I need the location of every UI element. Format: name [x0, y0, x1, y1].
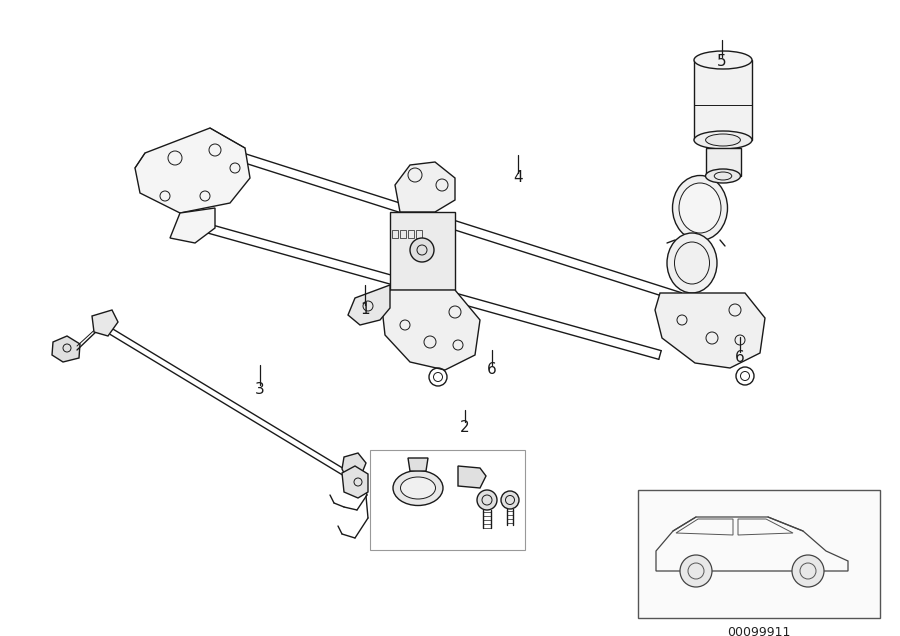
Text: 6: 6: [487, 363, 497, 378]
Circle shape: [410, 238, 434, 262]
Polygon shape: [92, 310, 118, 336]
Ellipse shape: [672, 176, 727, 240]
Ellipse shape: [667, 233, 717, 293]
Circle shape: [477, 490, 497, 510]
Ellipse shape: [694, 131, 752, 149]
Text: 1: 1: [360, 303, 370, 317]
Ellipse shape: [400, 477, 436, 499]
Polygon shape: [342, 466, 368, 498]
Polygon shape: [348, 285, 390, 325]
Bar: [392, 230, 398, 238]
Polygon shape: [395, 162, 455, 212]
Ellipse shape: [679, 183, 721, 233]
Polygon shape: [408, 458, 428, 471]
Text: 5: 5: [717, 55, 727, 69]
Text: 3: 3: [255, 382, 265, 398]
Polygon shape: [458, 466, 486, 488]
Polygon shape: [135, 128, 250, 213]
Polygon shape: [342, 453, 366, 479]
Text: 2: 2: [460, 420, 470, 434]
Polygon shape: [382, 290, 480, 370]
Text: 6: 6: [735, 350, 745, 364]
Ellipse shape: [694, 51, 752, 69]
Polygon shape: [390, 212, 455, 290]
Ellipse shape: [706, 134, 741, 146]
Bar: [638, 490, 880, 618]
Ellipse shape: [393, 471, 443, 506]
Circle shape: [501, 491, 519, 509]
Bar: [408, 230, 414, 238]
Text: 4: 4: [513, 170, 523, 186]
Circle shape: [792, 555, 824, 587]
Bar: [706, 148, 741, 176]
Bar: [370, 450, 525, 550]
Bar: [400, 230, 406, 238]
Polygon shape: [655, 293, 765, 368]
Circle shape: [680, 555, 712, 587]
Bar: [694, 60, 752, 140]
Text: 00099911: 00099911: [727, 625, 791, 636]
Bar: [416, 230, 422, 238]
Polygon shape: [170, 208, 215, 243]
Ellipse shape: [706, 169, 741, 183]
Polygon shape: [52, 336, 80, 362]
